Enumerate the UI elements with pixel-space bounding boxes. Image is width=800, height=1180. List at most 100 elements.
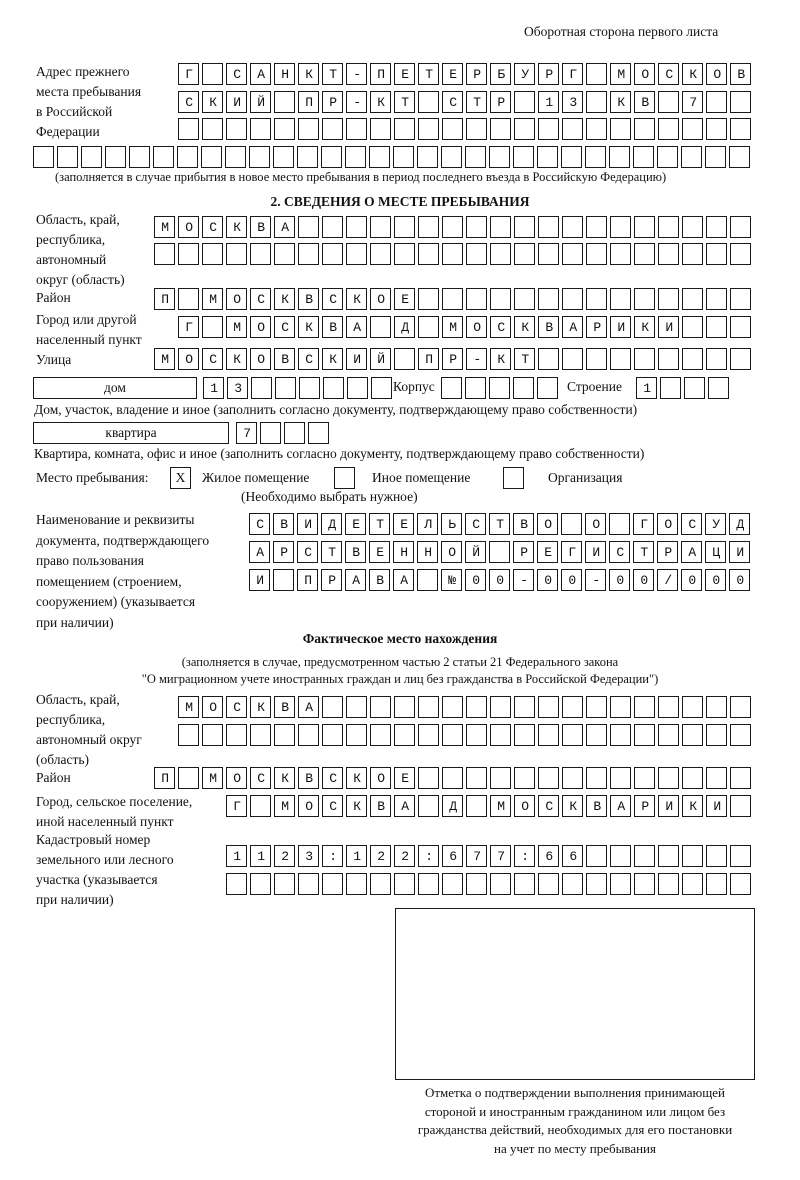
char-cell[interactable] [417, 541, 438, 563]
char-cell[interactable] [586, 724, 607, 746]
char-cell[interactable] [250, 243, 271, 265]
char-cell[interactable] [514, 288, 535, 310]
char-cell[interactable] [226, 118, 247, 140]
char-cell[interactable] [706, 845, 727, 867]
char-cell[interactable] [370, 118, 391, 140]
char-cell[interactable] [322, 243, 343, 265]
char-cell[interactable] [561, 513, 582, 535]
char-cell[interactable] [105, 146, 126, 168]
char-cell[interactable] [658, 91, 679, 113]
char-cell[interactable] [370, 63, 391, 85]
char-cell[interactable] [658, 873, 679, 895]
char-cell[interactable] [346, 795, 367, 817]
char-cell[interactable] [321, 541, 342, 563]
char-cell[interactable] [562, 696, 583, 718]
char-cell[interactable] [562, 316, 583, 338]
char-cell[interactable] [537, 377, 558, 399]
char-cell[interactable] [226, 91, 247, 113]
char-cell[interactable] [466, 63, 487, 85]
char-cell[interactable] [561, 146, 582, 168]
char-cell[interactable] [634, 216, 655, 238]
char-cell[interactable] [442, 348, 463, 370]
char-cell[interactable] [489, 569, 510, 591]
char-cell[interactable] [393, 541, 414, 563]
char-cell[interactable] [634, 91, 655, 113]
char-cell[interactable] [393, 569, 414, 591]
char-cell[interactable] [586, 845, 607, 867]
char-cell[interactable] [346, 63, 367, 85]
char-cell[interactable] [284, 422, 305, 444]
char-cell[interactable] [322, 63, 343, 85]
char-cell[interactable] [538, 767, 559, 789]
char-cell[interactable] [321, 513, 342, 535]
char-cell[interactable] [610, 348, 631, 370]
char-cell[interactable] [178, 316, 199, 338]
char-cell[interactable] [202, 216, 223, 238]
char-cell[interactable] [250, 348, 271, 370]
char-cell[interactable] [610, 845, 631, 867]
char-cell[interactable] [610, 288, 631, 310]
char-cell[interactable] [273, 513, 294, 535]
char-cell[interactable] [513, 513, 534, 535]
char-cell[interactable] [538, 348, 559, 370]
char-cell[interactable] [538, 118, 559, 140]
char-cell[interactable] [346, 316, 367, 338]
char-cell[interactable] [226, 724, 247, 746]
char-cell[interactable] [154, 243, 175, 265]
char-cell[interactable] [274, 795, 295, 817]
char-cell[interactable] [705, 569, 726, 591]
char-cell[interactable] [660, 377, 681, 399]
char-cell[interactable] [226, 316, 247, 338]
char-cell[interactable] [466, 767, 487, 789]
char-cell[interactable] [586, 767, 607, 789]
char-cell[interactable] [490, 696, 511, 718]
char-cell[interactable] [274, 288, 295, 310]
char-cell[interactable] [154, 288, 175, 310]
char-cell[interactable] [610, 696, 631, 718]
char-cell[interactable] [370, 288, 391, 310]
char-cell[interactable] [562, 63, 583, 85]
char-cell[interactable] [633, 146, 654, 168]
char-cell[interactable] [322, 767, 343, 789]
char-cell[interactable] [322, 873, 343, 895]
char-cell[interactable] [636, 377, 657, 399]
char-cell[interactable] [371, 377, 392, 399]
char-cell[interactable] [610, 216, 631, 238]
char-cell[interactable] [682, 795, 703, 817]
char-cell[interactable] [250, 91, 271, 113]
char-cell[interactable] [633, 569, 654, 591]
char-cell[interactable] [274, 118, 295, 140]
char-cell[interactable] [418, 216, 439, 238]
char-cell[interactable] [226, 767, 247, 789]
char-cell[interactable] [538, 91, 559, 113]
char-cell[interactable] [201, 146, 222, 168]
char-cell[interactable] [274, 845, 295, 867]
char-cell[interactable] [394, 767, 415, 789]
char-cell[interactable] [250, 216, 271, 238]
char-cell[interactable] [202, 91, 223, 113]
char-cell[interactable] [610, 724, 631, 746]
char-cell[interactable] [393, 146, 414, 168]
char-cell[interactable] [418, 118, 439, 140]
char-cell[interactable] [466, 873, 487, 895]
char-cell[interactable] [394, 873, 415, 895]
char-cell[interactable] [706, 724, 727, 746]
char-cell[interactable] [609, 541, 630, 563]
char-cell[interactable] [634, 348, 655, 370]
char-cell[interactable] [634, 767, 655, 789]
char-cell[interactable] [250, 118, 271, 140]
char-cell[interactable] [274, 216, 295, 238]
char-cell[interactable] [682, 216, 703, 238]
char-cell[interactable] [681, 146, 702, 168]
char-cell[interactable] [466, 288, 487, 310]
char-cell[interactable] [681, 513, 702, 535]
char-cell[interactable] [537, 513, 558, 535]
char-cell[interactable] [418, 873, 439, 895]
char-cell[interactable] [418, 63, 439, 85]
char-cell[interactable] [706, 91, 727, 113]
char-cell[interactable] [537, 569, 558, 591]
char-cell[interactable] [658, 63, 679, 85]
char-cell[interactable] [226, 873, 247, 895]
char-cell[interactable] [537, 541, 558, 563]
char-cell[interactable] [274, 348, 295, 370]
